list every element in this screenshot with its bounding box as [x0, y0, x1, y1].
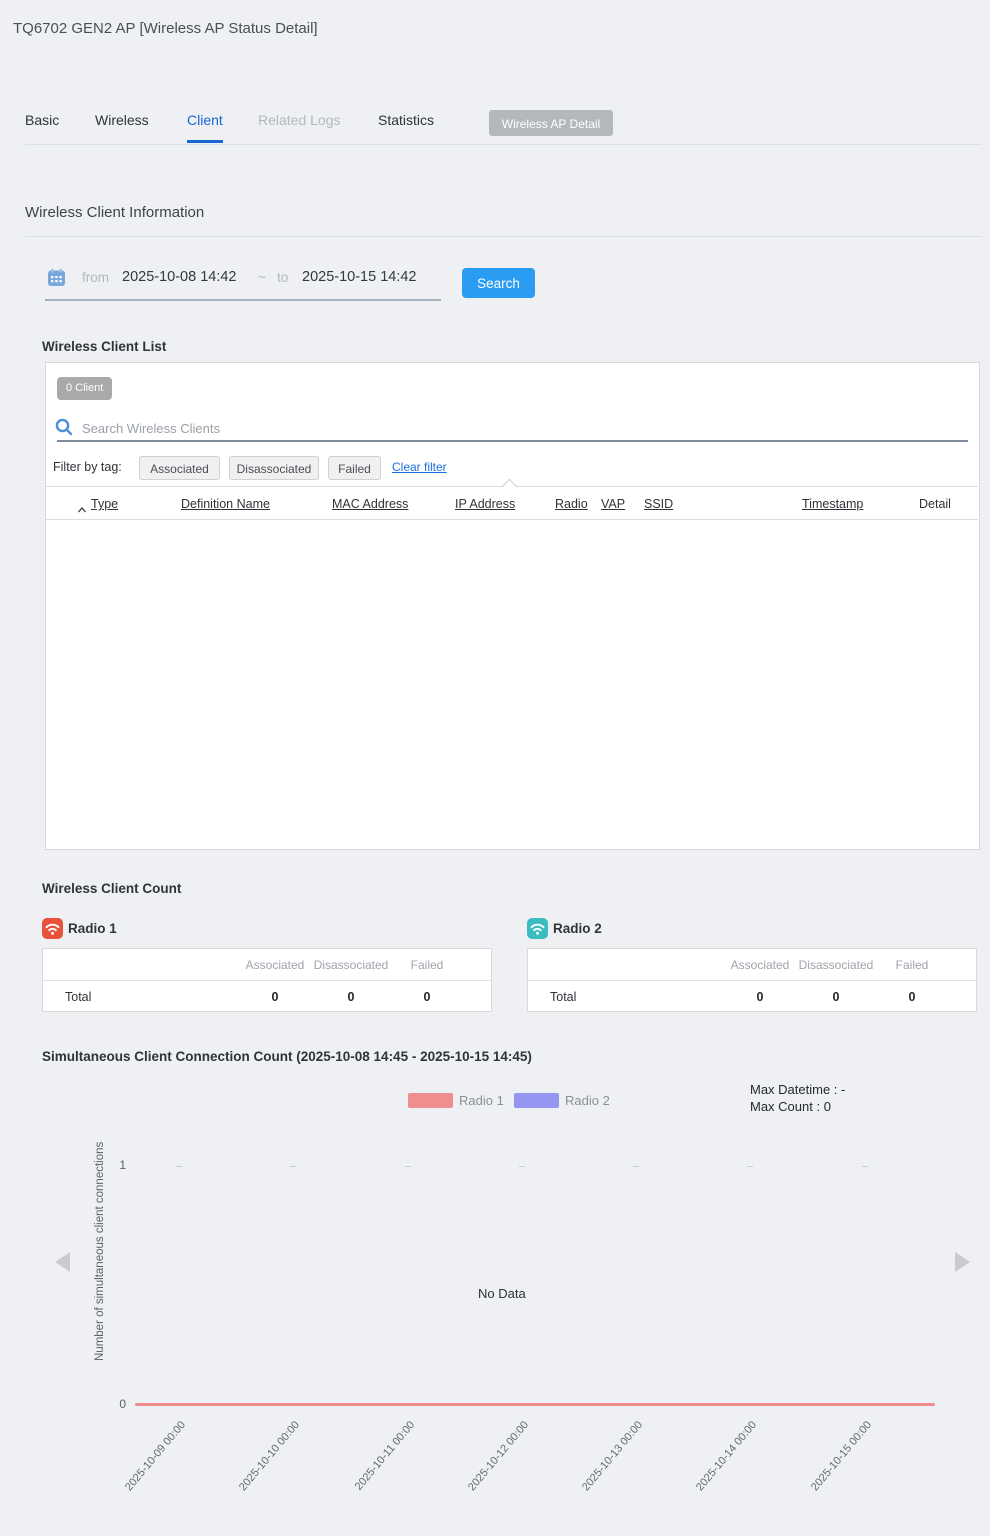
- filter-tag-failed[interactable]: Failed: [328, 456, 381, 480]
- tabs-divider: [25, 144, 982, 145]
- filter-tag-associated[interactable]: Associated: [139, 456, 220, 480]
- radio1-wifi-icon: [42, 918, 63, 939]
- date-range-underline: [45, 299, 441, 301]
- chart-prev-arrow[interactable]: [55, 1252, 70, 1272]
- search-underline: [57, 440, 968, 442]
- x-tick-label: 2025-10-13 00:00: [580, 1419, 646, 1494]
- radio1-failed-value: 0: [423, 990, 431, 1004]
- search-icon: [55, 418, 73, 441]
- gridline-dash: [747, 1166, 753, 1167]
- table-header-bottom-border: [46, 519, 978, 520]
- client-count-badge: 0 Client: [57, 377, 113, 400]
- column-header-definition-name[interactable]: Definition Name: [181, 497, 270, 511]
- legend-label-radio1[interactable]: Radio 1: [459, 1093, 504, 1108]
- radio1-associated-value: 0: [271, 990, 279, 1004]
- radio1-col-disassociated: Disassociated: [313, 958, 389, 972]
- radio1-table-divider: [43, 980, 491, 981]
- search-button[interactable]: Search: [462, 268, 535, 298]
- no-data-message: No Data: [478, 1286, 526, 1301]
- legend-label-radio2[interactable]: Radio 2: [565, 1093, 610, 1108]
- from-date-field[interactable]: 2025-10-08 14:42: [122, 269, 237, 285]
- chart-next-arrow[interactable]: [955, 1252, 970, 1272]
- column-header-ip-address[interactable]: IP Address: [455, 497, 516, 511]
- radio2-associated-value: 0: [756, 990, 764, 1004]
- radio1-total-label: Total: [65, 990, 92, 1004]
- chart-y-axis-label: Number of simultaneous client connection…: [94, 1141, 106, 1361]
- search-input[interactable]: [80, 416, 704, 440]
- section-divider: [25, 236, 982, 237]
- active-tab-indicator: [187, 140, 223, 143]
- client-list-panel: [45, 362, 980, 850]
- filter-by-tag-label: Filter by tag:: [53, 460, 122, 474]
- column-header-detail: Detail: [919, 497, 951, 511]
- y-tick-0: 0: [119, 1397, 126, 1411]
- radio2-name: Radio 2: [553, 921, 602, 936]
- x-tick-label: 2025-10-10 00:00: [237, 1419, 303, 1494]
- page-title: TQ6702 GEN2 AP [Wireless AP Status Detai…: [13, 20, 318, 37]
- from-label: from: [82, 270, 109, 285]
- x-tick-label: 2025-10-12 00:00: [466, 1419, 532, 1494]
- x-tick-label: 2025-10-14 00:00: [694, 1419, 760, 1494]
- gridline-dash: [290, 1166, 296, 1167]
- tab-basic[interactable]: Basic: [25, 112, 60, 128]
- date-range-separator: ~: [258, 270, 266, 285]
- chart-zero-series-line: [135, 1403, 935, 1406]
- x-tick-label: 2025-10-09 00:00: [123, 1419, 189, 1494]
- max-datetime-label: Max Datetime : -: [750, 1082, 846, 1097]
- client-count-heading: Wireless Client Count: [42, 881, 182, 896]
- gridline-dash: [633, 1166, 639, 1167]
- max-count-label: Max Count : 0: [750, 1099, 831, 1114]
- radio2-total-label: Total: [550, 990, 577, 1004]
- column-header-timestamp[interactable]: Timestamp: [802, 497, 864, 511]
- column-header-ssid[interactable]: SSID: [644, 497, 674, 511]
- tab-related-logs[interactable]: Related Logs: [258, 112, 341, 128]
- radio2-failed-value: 0: [908, 990, 916, 1004]
- gridline-dash: [176, 1166, 182, 1167]
- column-header-radio[interactable]: Radio: [555, 497, 588, 511]
- filter-tag-disassociated[interactable]: Disassociated: [229, 456, 319, 480]
- tab-client[interactable]: Client: [187, 112, 223, 128]
- radio1-col-associated: Associated: [245, 958, 305, 972]
- to-date-field[interactable]: 2025-10-15 14:42: [302, 269, 417, 285]
- column-header-vap[interactable]: VAP: [601, 497, 626, 511]
- x-tick-label: 2025-10-11 00:00: [352, 1419, 418, 1493]
- radio2-table-divider: [528, 980, 976, 981]
- radio2-disassociated-value: 0: [832, 990, 840, 1004]
- tab-wireless[interactable]: Wireless: [95, 112, 149, 128]
- legend-swatch-radio2[interactable]: [514, 1093, 559, 1108]
- radio2-col-disassociated: Disassociated: [798, 958, 874, 972]
- gridline-dash: [862, 1166, 868, 1167]
- client-list-heading: Wireless Client List: [42, 339, 167, 354]
- chart-title: Simultaneous Client Connection Count (20…: [42, 1049, 532, 1064]
- tab-statistics[interactable]: Statistics: [378, 112, 435, 128]
- section-title: Wireless Client Information: [25, 204, 205, 221]
- to-label: to: [277, 270, 289, 285]
- clear-filter-link[interactable]: Clear filter: [392, 460, 447, 474]
- calendar-icon[interactable]: [47, 268, 66, 292]
- gridline-dash: [519, 1166, 525, 1167]
- radio1-name: Radio 1: [68, 921, 117, 936]
- radio1-disassociated-value: 0: [347, 990, 355, 1004]
- radio1-col-failed: Failed: [410, 958, 444, 972]
- radio2-wifi-icon: [527, 918, 548, 939]
- column-header-type[interactable]: Type: [91, 497, 119, 511]
- sort-ascending-icon[interactable]: [77, 501, 87, 519]
- radio2-col-failed: Failed: [895, 958, 929, 972]
- legend-swatch-radio1[interactable]: [408, 1093, 453, 1108]
- y-tick-1: 1: [119, 1158, 126, 1172]
- x-tick-label: 2025-10-15 00:00: [809, 1419, 875, 1494]
- wireless-ap-detail-button[interactable]: Wireless AP Detail: [489, 110, 613, 136]
- column-header-mac-address[interactable]: MAC Address: [332, 497, 409, 511]
- radio2-col-associated: Associated: [730, 958, 790, 972]
- gridline-dash: [405, 1166, 411, 1167]
